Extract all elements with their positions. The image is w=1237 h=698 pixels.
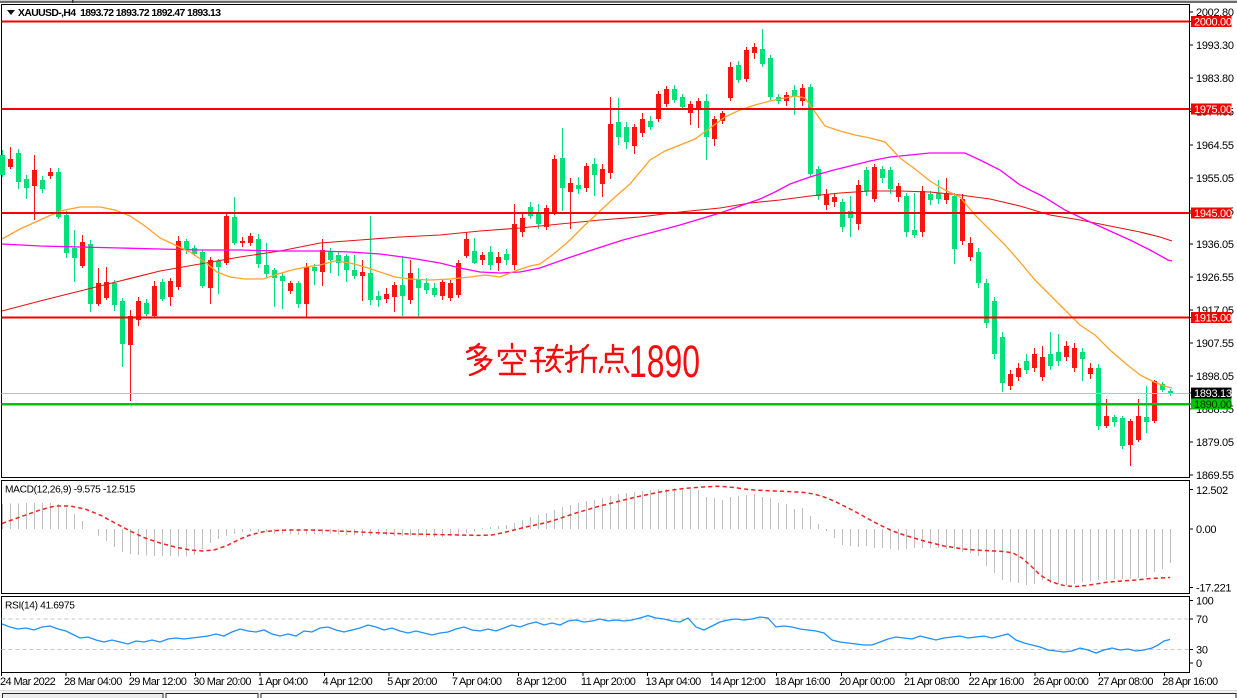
- svg-text:1879.05: 1879.05: [1196, 437, 1234, 449]
- svg-text:2002.80: 2002.80: [1196, 7, 1234, 19]
- svg-text:0: 0: [1196, 658, 1202, 670]
- svg-text:28 Apr 16:00: 28 Apr 16:00: [1162, 676, 1218, 688]
- svg-text:29 Mar 12:00: 29 Mar 12:00: [129, 676, 187, 688]
- svg-text:1890.00: 1890.00: [1194, 399, 1232, 411]
- svg-text:7 Apr 04:00: 7 Apr 04:00: [452, 676, 502, 688]
- svg-text:70: 70: [1196, 614, 1208, 626]
- svg-text:1898.05: 1898.05: [1196, 371, 1234, 383]
- svg-text:26 Apr 00:00: 26 Apr 00:00: [1033, 676, 1089, 688]
- svg-text:5 Apr 20:00: 5 Apr 20:00: [387, 676, 437, 688]
- svg-text:RSI(14) 41.6975: RSI(14) 41.6975: [5, 600, 75, 611]
- svg-text:13 Apr 04:00: 13 Apr 04:00: [646, 676, 702, 688]
- svg-text:1869.55: 1869.55: [1196, 470, 1234, 482]
- svg-text:20 Apr 00:00: 20 Apr 00:00: [839, 676, 895, 688]
- svg-text:30: 30: [1196, 645, 1208, 657]
- svg-text:MACD(12,26,9) -9.575 -12.515: MACD(12,26,9) -9.575 -12.515: [5, 485, 136, 496]
- svg-text:27 Apr 08:00: 27 Apr 08:00: [1098, 676, 1154, 688]
- svg-text:1915.00: 1915.00: [1194, 313, 1232, 325]
- svg-text:1890: 1890: [629, 338, 700, 388]
- svg-text:1945.00: 1945.00: [1194, 208, 1232, 220]
- svg-text:1926.55: 1926.55: [1196, 272, 1234, 284]
- svg-text:12.502: 12.502: [1196, 485, 1228, 497]
- svg-text:18 Apr 16:00: 18 Apr 16:00: [775, 676, 831, 688]
- svg-text:-17.221: -17.221: [1196, 583, 1231, 595]
- svg-text:4 Apr 12:00: 4 Apr 12:00: [323, 676, 373, 688]
- svg-text:1955.05: 1955.05: [1196, 173, 1234, 185]
- svg-text:1893.13: 1893.13: [1194, 388, 1232, 400]
- svg-text:1964.55: 1964.55: [1196, 140, 1234, 152]
- svg-text:1907.55: 1907.55: [1196, 338, 1234, 350]
- svg-text:22 Apr 16:00: 22 Apr 16:00: [969, 676, 1025, 688]
- svg-text:1 Apr 04:00: 1 Apr 04:00: [258, 676, 308, 688]
- svg-text:1936.05: 1936.05: [1196, 239, 1234, 251]
- svg-text:8 Apr 12:00: 8 Apr 12:00: [516, 676, 566, 688]
- svg-text:XAUUSD-,H4 1893.72 1893.72 18: XAUUSD-,H4 1893.72 1893.72 1892.47 1893.…: [18, 8, 221, 19]
- svg-text:24 Mar 2022: 24 Mar 2022: [0, 676, 56, 688]
- svg-text:30 Mar 20:00: 30 Mar 20:00: [193, 676, 251, 688]
- svg-text:28 Mar 04:00: 28 Mar 04:00: [64, 676, 122, 688]
- svg-text:2000.00: 2000.00: [1194, 17, 1232, 29]
- svg-text:14 Apr 12:00: 14 Apr 12:00: [710, 676, 766, 688]
- svg-text:21 Apr 08:00: 21 Apr 08:00: [904, 676, 960, 688]
- svg-text:100: 100: [1196, 596, 1214, 608]
- svg-text:11 Apr 20:00: 11 Apr 20:00: [581, 676, 636, 688]
- svg-text:1983.80: 1983.80: [1196, 73, 1234, 85]
- svg-text:1975.00: 1975.00: [1194, 104, 1232, 116]
- svg-text:1993.30: 1993.30: [1196, 40, 1234, 52]
- svg-text:0.00: 0.00: [1196, 524, 1216, 536]
